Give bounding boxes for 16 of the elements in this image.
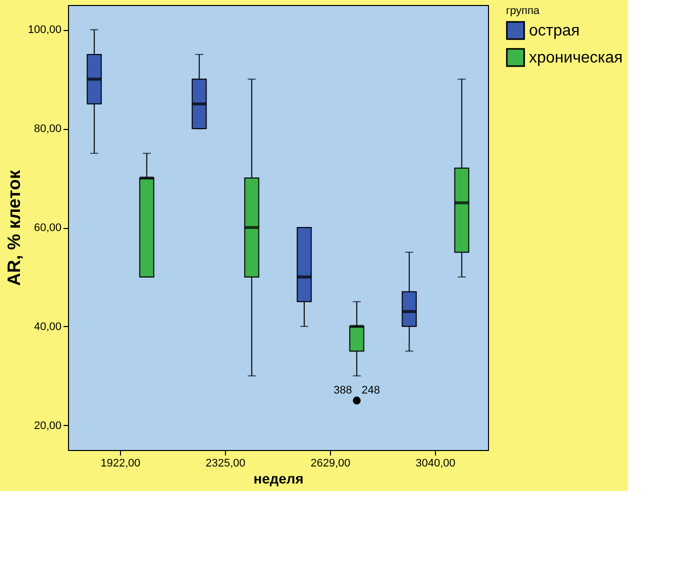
y-tick-label: 20,00: [34, 420, 62, 432]
y-axis-title: AR, % клеток: [4, 169, 24, 286]
x-tick-label: 1922,00: [100, 458, 140, 470]
annotation: 248: [362, 384, 380, 397]
legend-title: группа: [506, 5, 540, 17]
legend-label: острая: [529, 22, 580, 40]
x-tick-label: 3040,00: [416, 458, 456, 470]
legend-label: хроническая: [529, 50, 623, 66]
y-tick-label: 40,00: [34, 320, 62, 333]
y-tick-label: 80,00: [34, 123, 62, 136]
annotation: 388: [334, 384, 352, 397]
x-tick-label: 2325,00: [206, 458, 246, 470]
x-tick-label: 2629,00: [310, 458, 350, 470]
y-tick-label: 100,00: [28, 24, 62, 36]
x-axis-title: неделя: [254, 470, 304, 486]
y-tick-label: 60,00: [34, 222, 62, 234]
